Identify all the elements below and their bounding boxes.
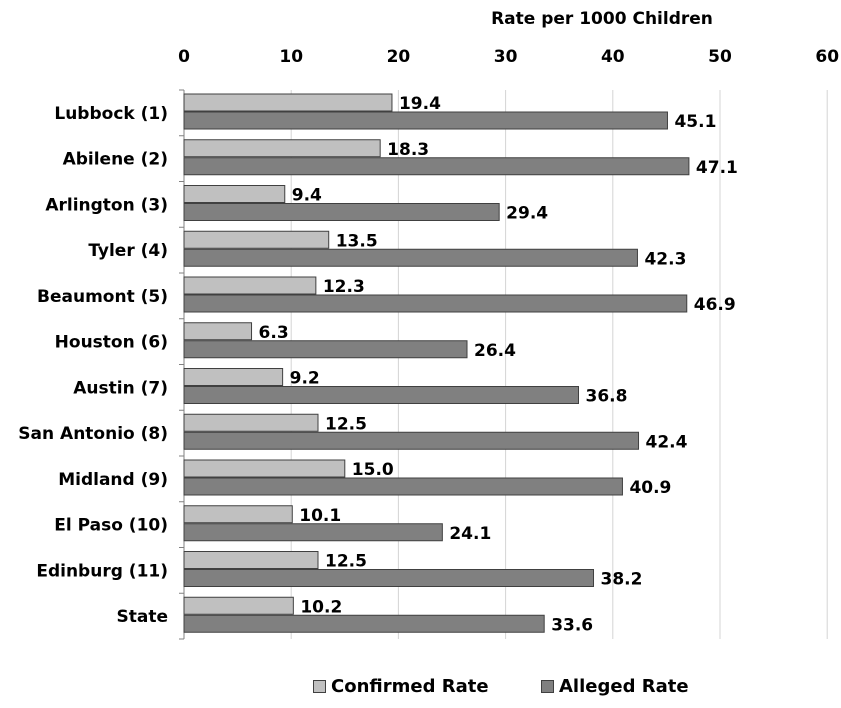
confirmed-rate-label: 12.5 — [325, 414, 367, 434]
legend-item-alleged: Alleged Rate — [541, 676, 689, 697]
alleged-rate-bar — [183, 340, 468, 359]
category-label: Lubbock (1) — [54, 104, 168, 124]
x-tick-label: 10 — [279, 47, 303, 67]
confirmed-rate-bar — [183, 551, 319, 569]
confirmed-rate-bar — [183, 368, 284, 386]
category-label: El Paso (10) — [54, 516, 168, 536]
x-tick-label: 60 — [815, 47, 839, 67]
alleged-rate-label: 33.6 — [551, 615, 593, 635]
confirmed-rate-label: 19.4 — [399, 94, 441, 114]
category-label: State — [117, 607, 169, 627]
confirmed-rate-bar — [183, 230, 330, 249]
confirmed-rate-label: 9.4 — [292, 186, 322, 206]
confirmed-rate-label: 10.2 — [300, 597, 342, 617]
grid — [179, 89, 828, 640]
alleged-rate-label: 36.8 — [585, 387, 627, 407]
alleged-rate-bar — [183, 431, 640, 450]
x-tick-label: 50 — [708, 47, 732, 67]
data-labels: 19.4 45.1 18.3 47.1 9.4 29.4 13.5 42.3 12.3 46.9 6… — [259, 94, 738, 635]
confirmed-rate-label: 12.5 — [325, 552, 367, 572]
alleged-rate-label: 46.9 — [694, 295, 736, 315]
legend-swatch-confirmed — [313, 680, 326, 693]
category-label: Tyler (4) — [88, 241, 168, 261]
confirmed-rate-bar — [183, 185, 286, 203]
bars — [183, 93, 690, 633]
legend-item-confirmed: Confirmed Rate — [313, 676, 489, 697]
category-label: Abilene (2) — [63, 150, 168, 170]
confirmed-rate-bar — [183, 139, 381, 158]
alleged-rate-bar — [183, 523, 443, 542]
alleged-rate-label: 45.1 — [674, 112, 716, 132]
x-tick-label: 20 — [387, 47, 411, 67]
confirmed-rate-label: 10.1 — [299, 506, 341, 526]
confirmed-rate-bar — [183, 322, 253, 341]
category-labels: Lubbock (1) Abilene (2) Arlington (3) Tyler… — [18, 104, 168, 627]
category-label: Edinburg (11) — [36, 561, 168, 581]
alleged-rate-bar — [183, 203, 500, 221]
confirmed-rate-bar — [183, 276, 317, 295]
confirmed-rate-bar — [183, 413, 319, 432]
alleged-rate-label: 40.9 — [629, 478, 671, 498]
alleged-rate-label: 47.1 — [696, 158, 738, 178]
alleged-rate-bar — [183, 294, 688, 313]
x-tick-label: 0 — [178, 47, 190, 67]
confirmed-rate-bar — [183, 93, 393, 112]
axis-title: Rate per 1000 Children — [491, 9, 713, 29]
x-axis-ticks: 0 10 20 30 40 50 60 — [178, 47, 839, 67]
alleged-rate-bar — [183, 569, 595, 587]
confirmed-rate-label: 15.0 — [352, 460, 394, 480]
alleged-rate-label: 38.2 — [601, 570, 643, 590]
confirmed-rate-label: 9.2 — [290, 369, 320, 389]
x-tick-label: 30 — [494, 47, 518, 67]
alleged-rate-bar — [183, 248, 638, 267]
confirmed-rate-label: 6.3 — [259, 323, 289, 343]
alleged-rate-bar — [183, 477, 623, 496]
category-label: San Antonio (8) — [18, 424, 168, 444]
legend-swatch-alleged — [541, 680, 554, 693]
alleged-rate-label: 42.3 — [644, 249, 686, 269]
legend-label-alleged: Alleged Rate — [559, 676, 689, 697]
category-label: Houston (6) — [55, 333, 168, 353]
alleged-rate-label: 42.4 — [646, 432, 688, 452]
alleged-rate-label: 24.1 — [449, 524, 491, 544]
category-label: Arlington (3) — [45, 195, 168, 215]
bar-chart: Rate per 1000 Children 0 10 20 30 40 50 60 Lub… — [18, 9, 839, 640]
alleged-rate-bar — [183, 386, 579, 404]
legend-label-confirmed: Confirmed Rate — [331, 676, 489, 697]
alleged-rate-bar — [183, 111, 668, 130]
legend: Confirmed Rate Alleged Rate — [0, 676, 841, 700]
category-label: Beaumont (5) — [37, 287, 168, 307]
confirmed-rate-label: 18.3 — [387, 140, 429, 160]
confirmed-rate-label: 13.5 — [336, 231, 378, 251]
confirmed-rate-bar — [183, 596, 294, 615]
confirmed-rate-label: 12.3 — [323, 277, 365, 297]
alleged-rate-bar — [183, 614, 545, 633]
confirmed-rate-bar — [183, 459, 346, 478]
x-tick-label: 40 — [601, 47, 625, 67]
category-label: Austin (7) — [73, 378, 168, 398]
confirmed-rate-bar — [183, 505, 293, 524]
alleged-rate-bar — [183, 157, 690, 176]
category-label: Midland (9) — [58, 470, 168, 490]
alleged-rate-label: 29.4 — [506, 204, 548, 224]
alleged-rate-label: 26.4 — [474, 341, 516, 361]
